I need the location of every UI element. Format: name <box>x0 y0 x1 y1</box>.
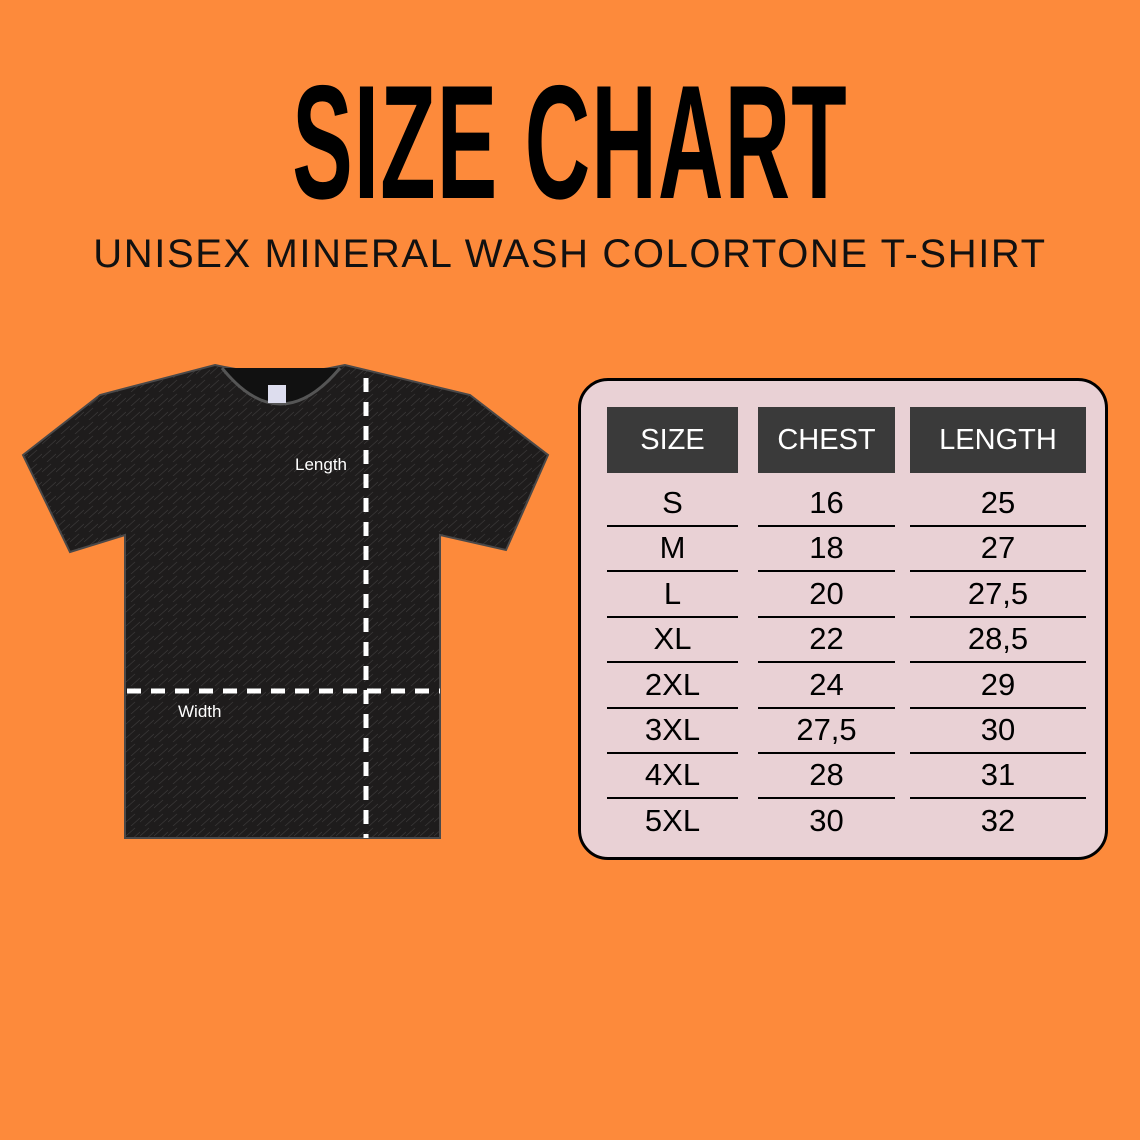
chest-cell: 28 <box>809 757 844 793</box>
length-cell: 27,5 <box>967 575 1029 611</box>
tshirt-image <box>21 363 550 839</box>
size-cell: XL <box>653 621 692 657</box>
shirt-tag <box>268 385 286 403</box>
chest-cell: 30 <box>809 802 844 838</box>
row-divider <box>758 706 895 709</box>
length-cell: 31 <box>980 757 1016 793</box>
length-cell: 28,5 <box>967 621 1029 657</box>
chest-cell: 20 <box>809 575 844 611</box>
row-divider <box>607 570 738 573</box>
size-cell: 4XL <box>644 757 701 793</box>
row-divider <box>607 661 738 664</box>
size-cell: 2XL <box>644 666 701 702</box>
length-cell: 29 <box>980 666 1016 702</box>
chest-cell: 24 <box>809 666 844 702</box>
row-divider <box>758 661 895 664</box>
row-divider <box>910 752 1086 754</box>
width-label: Width <box>178 702 222 721</box>
row-divider <box>910 615 1086 618</box>
size-table: SIZE CHEST LENGTH S 16 25 M 18 27 L 20 27,5 XL 22 2… <box>578 378 1108 860</box>
row-divider <box>910 706 1086 709</box>
header-size: SIZE <box>607 407 738 473</box>
length-cell: 27 <box>980 530 1016 566</box>
size-cell: L <box>663 575 682 611</box>
chest-cell: 27,5 <box>796 712 857 747</box>
row-divider <box>607 615 738 618</box>
page-title: SIZE CHART <box>292 52 848 233</box>
page-subtitle: UNISEX MINERAL WASH COLORTONE T-SHIRT <box>93 232 1047 276</box>
length-label: Length <box>295 455 347 474</box>
row-divider <box>758 570 895 573</box>
size-cell: 3XL <box>644 712 701 747</box>
row-divider <box>607 797 738 800</box>
row-divider <box>910 661 1086 664</box>
row-divider <box>607 525 738 527</box>
size-cell: M <box>659 530 686 566</box>
row-divider <box>607 752 738 754</box>
chest-cell: 22 <box>809 621 844 657</box>
row-divider <box>607 706 738 709</box>
length-cell: 25 <box>980 485 1016 520</box>
row-divider <box>910 525 1086 527</box>
row-divider <box>910 797 1086 800</box>
row-divider <box>910 570 1086 573</box>
size-cell: 5XL <box>644 802 701 838</box>
header-chest: CHEST <box>758 407 895 473</box>
chest-cell: 16 <box>809 485 844 520</box>
length-cell: 30 <box>980 712 1016 747</box>
header-length: LENGTH <box>910 407 1086 473</box>
row-divider <box>758 797 895 800</box>
row-divider <box>758 615 895 618</box>
size-cell: S <box>662 485 683 520</box>
length-cell: 32 <box>980 802 1016 838</box>
chest-cell: 18 <box>809 530 844 566</box>
row-divider <box>758 525 895 527</box>
row-divider <box>758 752 895 754</box>
